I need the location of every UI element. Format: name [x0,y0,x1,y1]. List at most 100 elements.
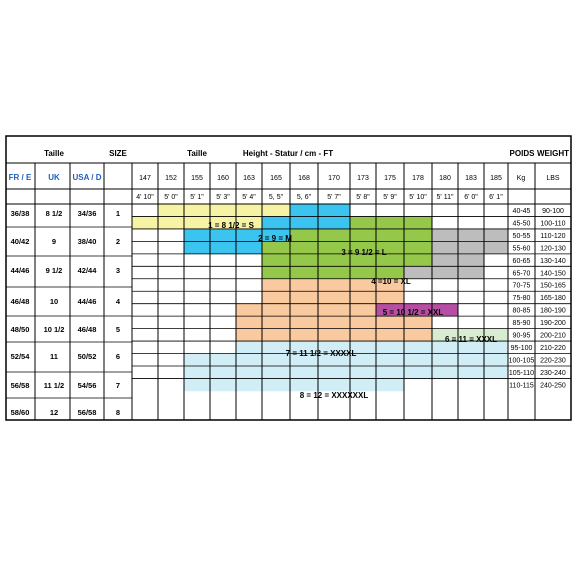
size-row-size-cell: 5 [116,325,120,334]
weight-kg-label: 65-70 [513,270,531,277]
height-ft-label: 5' 11" [437,194,454,201]
size-row-uk-cell: 10 1/2 [44,325,65,334]
height-cm-label: 180 [439,175,451,182]
size-row-uk-cell: 9 [52,237,56,246]
weight-lbs-label: 140-150 [540,270,566,277]
size-row-size-cell: 6 [116,352,120,361]
height-cm-label: 185 [490,175,502,182]
size-row-usa-cell: 54/56 [78,381,97,390]
height-ft-label: 6' 1'' [489,194,503,201]
size-row-uk-cell: 12 [50,408,58,417]
size-row-size-cell: 4 [116,297,121,306]
size-row-fr-cell: 48/50 [11,325,30,334]
height-ft-label: 5' 3" [216,194,230,201]
height-cm-label: 175 [384,175,396,182]
size-zone-4-cell [404,266,484,280]
size-zone-1-label: 1 = 8 1/2 = S [208,221,254,230]
size-zone-6-label: 6 = 11 = XXXL [445,335,497,344]
weight-kg-label: 100-105 [509,357,535,364]
size-zone-2-cell [290,204,350,217]
header-taille: Taille [44,149,64,158]
header-taille-height: Taille [187,149,207,158]
size-zone-4-cell [432,228,508,242]
size-zone-1-cell [132,216,262,230]
weight-kg-label: 40-45 [513,208,531,215]
header-fr-e: FR / E [9,173,32,182]
height-ft-label: 6' 0" [464,194,478,201]
size-row-fr-cell: 36/38 [11,209,30,218]
size-row-usa-cell: 50/52 [78,352,97,361]
header-height-title: Height - Statur / cm - FT [243,149,333,158]
header-weight: WEIGHT [537,149,569,158]
header-size: SIZE [109,149,127,158]
height-cm-label: 183 [465,175,477,182]
weight-kg-label: 90-95 [513,333,531,340]
weight-lbs-label: 130-140 [540,258,566,265]
size-zone-2-label: 2 = 9 = M [258,234,292,243]
weight-lbs-label: 230-240 [540,370,566,377]
size-zone-8-cell [184,378,404,392]
weight-lbs-label: 210-220 [540,345,566,352]
height-cm-label: 155 [191,175,203,182]
grid-lines [5,135,572,421]
height-cm-label: 170 [328,175,340,182]
height-ft-label: 5, 5" [269,194,284,201]
size-row-usa-cell: 56/58 [78,408,97,417]
size-zone-7-cell [236,316,432,329]
height-cm-label: 165 [270,175,282,182]
size-zone-7-cell [262,291,404,305]
height-ft-label: 5' 1" [190,194,204,201]
weight-kg-label: 70-75 [513,283,531,290]
weight-kg-label: 50-55 [513,233,531,240]
weight-lbs-label: 150-165 [540,283,566,290]
weight-lbs-label: 100-110 [540,220,565,227]
size-row-fr-cell: 40/42 [11,237,30,246]
height-cm-label: 173 [357,175,369,182]
height-cm-label: 147 [139,175,151,182]
height-ft-label: 5' 8" [356,194,370,201]
size-zone-3-cell [262,266,404,280]
weight-kg-label: 105-110 [509,370,534,377]
weight-lbs-label: 220-230 [540,357,566,364]
header-poids: POIDS [510,149,536,158]
size-zone-8-cell [184,365,508,379]
size-row-fr-cell: 52/54 [11,352,31,361]
size-row-usa-cell: 46/48 [78,325,97,334]
size-zone-3-cell [262,241,432,255]
size-row-usa-cell: 38/40 [78,237,97,246]
size-row-size-cell: 1 [116,209,120,218]
size-row-size-cell: 8 [116,408,120,417]
size-zone-3-cell [290,228,432,242]
size-zone-7-cell [262,278,404,292]
size-zone-3-cell [350,216,432,230]
size-zone-8-cell [184,353,508,367]
header-uk: UK [48,173,60,182]
weight-lbs-label: 190-200 [540,320,566,327]
weight-kg-label: 110-115 [509,382,534,389]
height-ft-label: 4' 10" [136,194,154,201]
size-zone-8-label: 8 = 12 = XXXXXXL [300,391,369,400]
size-row-uk-cell: 10 [50,297,58,306]
size-zone-8-cell [236,341,508,354]
size-row-fr-cell: 46/48 [11,297,30,306]
size-row-size-cell: 3 [116,266,120,275]
weight-lbs-label: 240-250 [540,382,566,389]
weight-lbs-label: 120-130 [540,245,566,252]
table-frame [5,135,572,421]
size-zone-2-cell [184,241,262,255]
size-zone-4-label: 4 =10 = XL [371,277,411,286]
weight-lbs-label: 200-210 [540,333,566,340]
weight-kg-label: 45-50 [513,220,531,227]
size-zone-1-cell [158,204,290,217]
height-ft-label: 5' 0" [164,194,178,201]
size-row-size-cell: 2 [116,237,120,246]
weight-kg-label: 80-85 [513,308,531,315]
size-zone-6-cell [432,328,508,342]
height-cm-label: 163 [243,175,255,182]
labels: Taille SIZE Taille Height - Statur / cm … [9,149,569,417]
height-cm-label: 152 [165,175,177,182]
size-zone-3-label: 3 = 9 1/2 = L [341,248,386,257]
weight-kg-label: 75-80 [513,295,531,302]
header-kg: Kg [517,175,526,182]
